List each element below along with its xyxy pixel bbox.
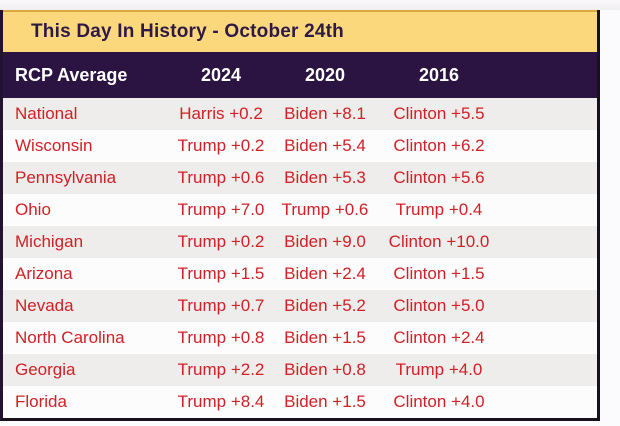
- table-row: Wisconsin Trump +0.2 Biden +5.4 Clinton …: [3, 130, 597, 162]
- table-row: Michigan Trump +0.2 Biden +9.0 Clinton +…: [3, 226, 597, 258]
- state-cell: Arizona: [15, 264, 73, 283]
- value-2016-cell: Clinton +2.4: [393, 328, 485, 347]
- value-2024-cell: Trump +1.5: [177, 264, 265, 283]
- value-2016-cell: Trump +4.0: [395, 360, 483, 379]
- value-2020-cell: Biden +1.5: [284, 328, 366, 347]
- value-2024-cell: Harris +0.2: [179, 104, 263, 123]
- state-cell: Michigan: [15, 232, 84, 251]
- value-2016-cell: Clinton +5.6: [393, 168, 485, 187]
- value-2016-cell: Clinton +5.0: [393, 296, 485, 315]
- state-cell: Nevada: [15, 296, 74, 315]
- value-2024-cell: Trump +7.0: [177, 200, 265, 219]
- value-2024-cell: Trump +8.4: [177, 392, 265, 411]
- value-2024-cell: Trump +0.2: [177, 232, 265, 251]
- value-2020-cell: Trump +0.6: [281, 200, 369, 219]
- table-title: This Day In History - October 24th: [31, 21, 344, 42]
- value-2016-cell: Trump +0.4: [395, 200, 483, 219]
- state-cell: Florida: [15, 392, 67, 411]
- value-2016-cell: Clinton +10.0: [388, 232, 490, 251]
- table-row: Nevada Trump +0.7 Biden +5.2 Clinton +5.…: [3, 290, 597, 322]
- value-2020-cell: Biden +5.4: [284, 136, 366, 155]
- value-2016-cell: Clinton +4.0: [393, 392, 485, 411]
- value-2020-cell: Biden +1.5: [284, 392, 366, 411]
- column-header-2024: 2024: [200, 64, 242, 85]
- value-2020-cell: Biden +8.1: [284, 104, 366, 123]
- value-2016-cell: Clinton +6.2: [393, 136, 485, 155]
- polling-table-card: This Day In History - October 24th RCP A…: [0, 10, 600, 421]
- table-row: National Harris +0.2 Biden +8.1 Clinton …: [3, 98, 597, 130]
- value-2020-cell: Biden +9.0: [284, 232, 366, 251]
- table-row: Ohio Trump +7.0 Trump +0.6 Trump +0.4: [3, 194, 597, 226]
- table-row: Florida Trump +8.4 Biden +1.5 Clinton +4…: [3, 386, 597, 418]
- value-2020-cell: Biden +0.8: [284, 360, 366, 379]
- value-2020-cell: Biden +5.3: [284, 168, 366, 187]
- value-2024-cell: Trump +0.6: [177, 168, 265, 187]
- state-cell: Pennsylvania: [15, 168, 117, 187]
- table-row: Arizona Trump +1.5 Biden +2.4 Clinton +1…: [3, 258, 597, 290]
- table-row: Georgia Trump +2.2 Biden +0.8 Trump +4.0: [3, 354, 597, 386]
- value-2016-cell: Clinton +1.5: [393, 264, 485, 283]
- state-cell: Ohio: [15, 200, 51, 219]
- table-row: Pennsylvania Trump +0.6 Biden +5.3 Clint…: [3, 162, 597, 194]
- value-2016-cell: Clinton +5.5: [393, 104, 485, 123]
- column-header-2020: 2020: [304, 64, 346, 85]
- state-cell: Georgia: [15, 360, 76, 379]
- table-row: North Carolina Trump +0.8 Biden +1.5 Cli…: [3, 322, 597, 354]
- state-cell: North Carolina: [15, 328, 125, 347]
- value-2020-cell: Biden +2.4: [284, 264, 366, 283]
- table-title-bar: This Day In History - October 24th: [3, 10, 597, 52]
- value-2024-cell: Trump +0.2: [177, 136, 265, 155]
- value-2024-cell: Trump +2.2: [177, 360, 265, 379]
- table-header-row: RCP Average 2024 2020 2016: [3, 52, 597, 98]
- table-body: National Harris +0.2 Biden +8.1 Clinton …: [3, 98, 597, 418]
- state-cell: National: [15, 104, 78, 123]
- value-2024-cell: Trump +0.7: [177, 296, 265, 315]
- column-header-2016: 2016: [418, 64, 460, 85]
- value-2024-cell: Trump +0.8: [177, 328, 265, 347]
- column-header-rcp-average: RCP Average: [15, 64, 128, 85]
- top-strip: [0, 0, 620, 10]
- state-cell: Wisconsin: [15, 136, 93, 155]
- value-2020-cell: Biden +5.2: [284, 296, 366, 315]
